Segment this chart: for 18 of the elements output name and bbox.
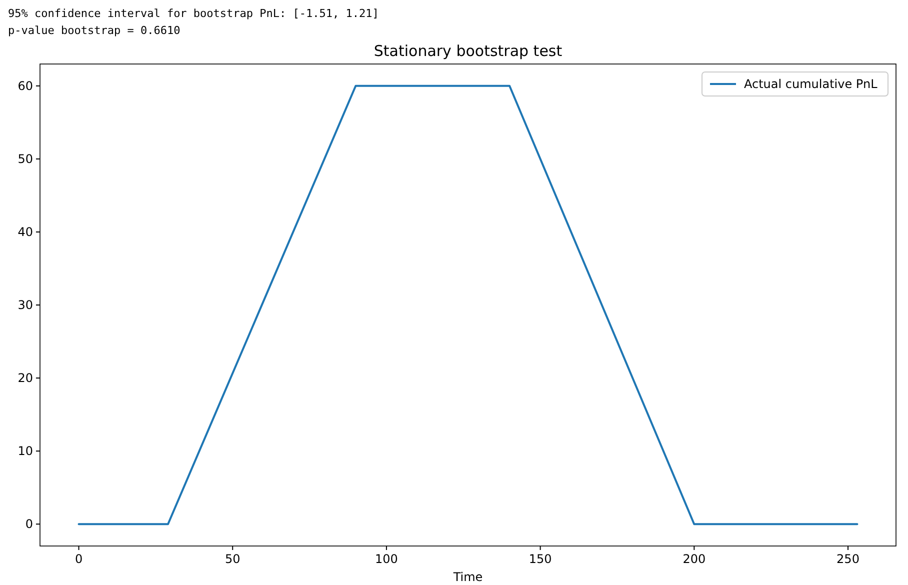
y-tick-label: 40 — [18, 224, 33, 239]
y-tick-label: 50 — [18, 152, 33, 166]
y-tick-label: 10 — [18, 444, 33, 458]
x-axis-title: Time — [452, 570, 483, 584]
x-tick-label: 0 — [74, 552, 83, 566]
legend-label: Actual cumulative PnL — [744, 77, 878, 91]
y-tick-label: 0 — [25, 517, 33, 532]
text: p-value bootstrap = 0.6610 — [8, 24, 180, 37]
chart-title: Stationary bootstrap test — [374, 42, 562, 60]
y-tick-label: 20 — [18, 371, 33, 386]
x-tick-label: 100 — [375, 552, 398, 566]
x-tick-label: 50 — [224, 552, 240, 566]
x-tick-label: 200 — [682, 552, 706, 566]
y-tick-label: 60 — [18, 78, 33, 93]
x-tick-label: 150 — [528, 552, 552, 566]
x-tick-label: 250 — [836, 552, 860, 566]
text: 95% confidence interval for bootstrap PnL: [-1.51, 1.21] — [8, 7, 379, 20]
y-tick-label: 30 — [18, 298, 33, 312]
